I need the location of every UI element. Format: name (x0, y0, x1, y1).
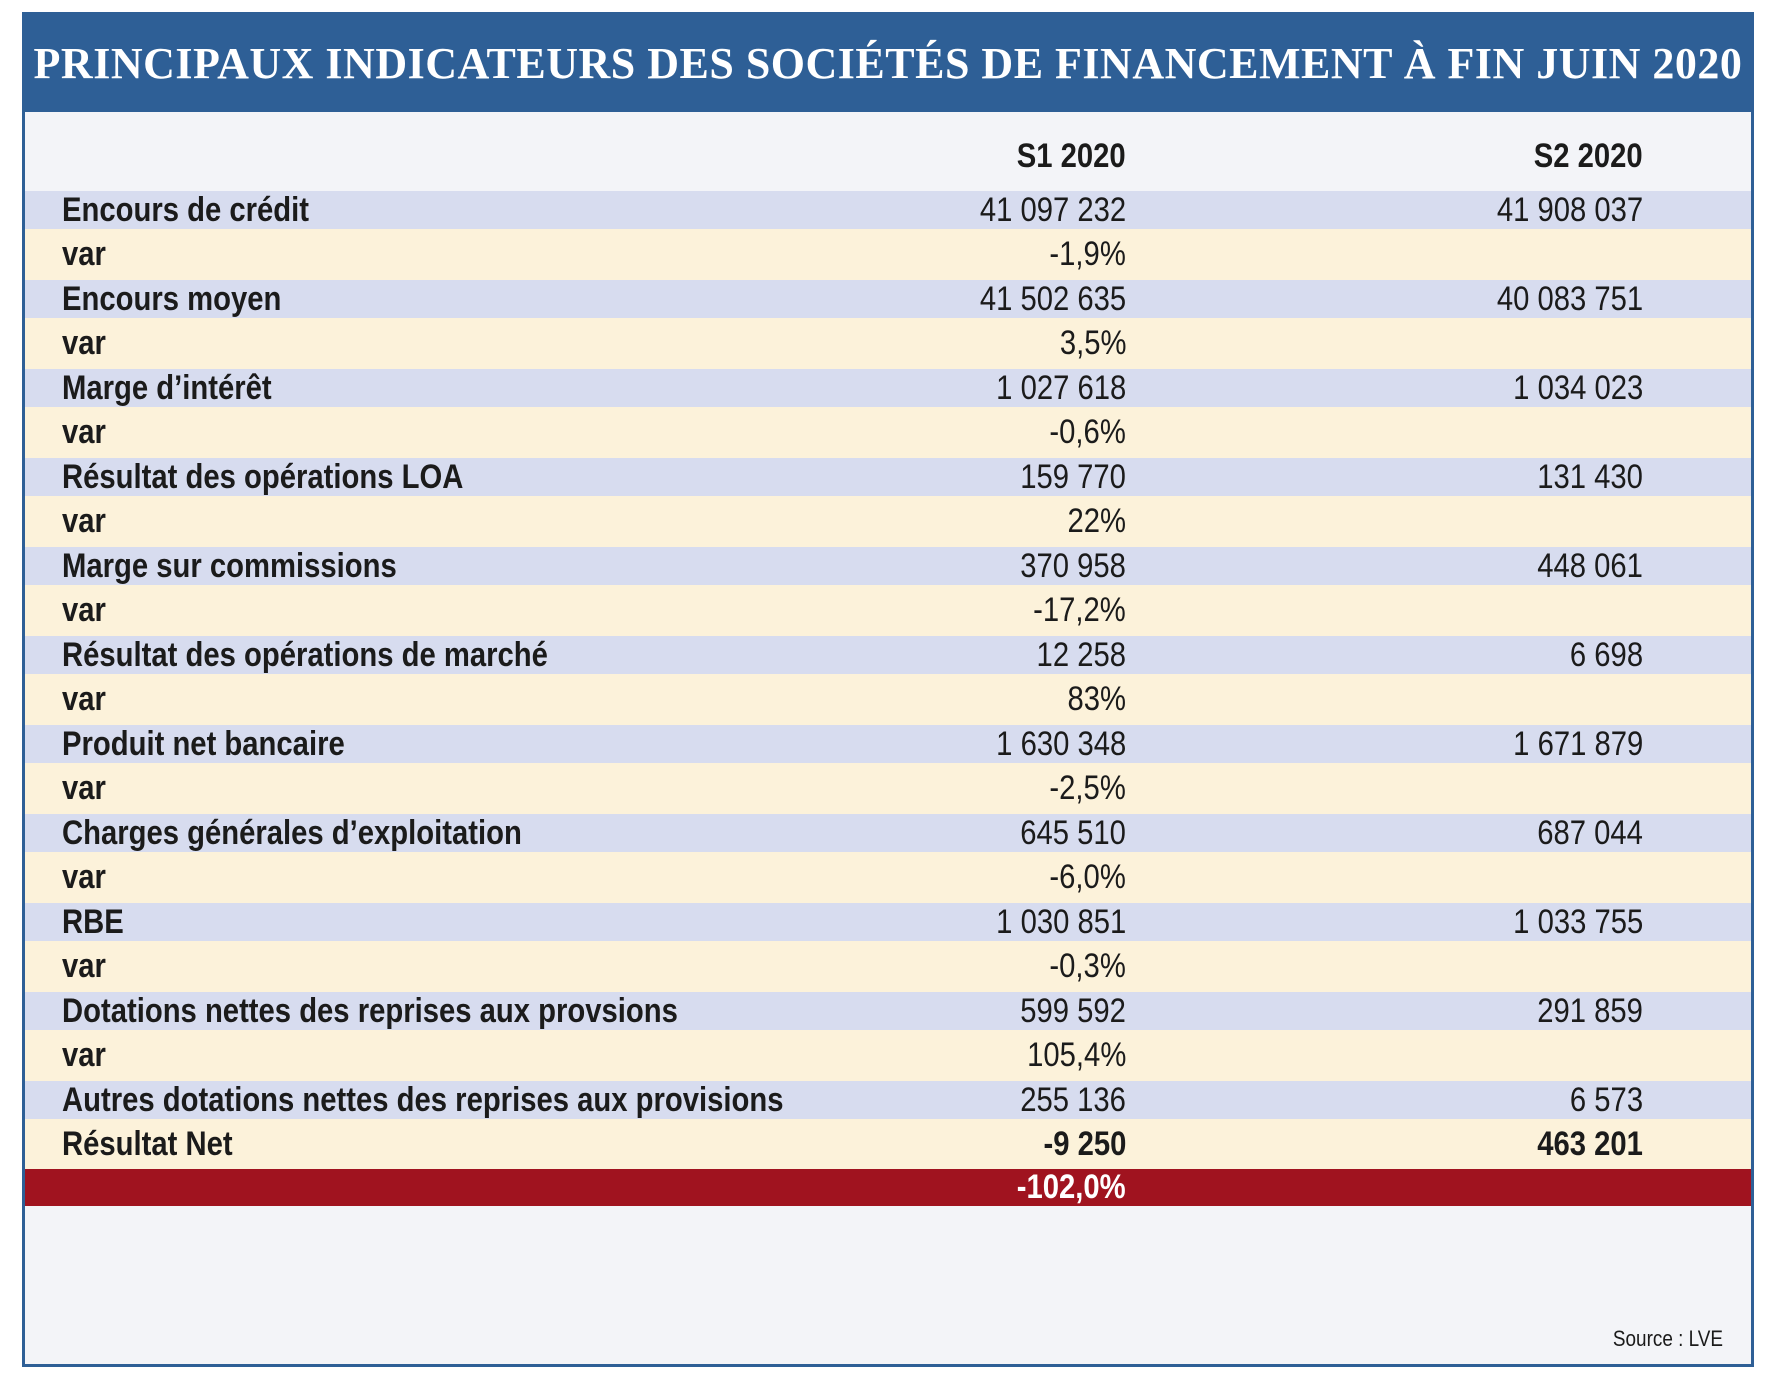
row-s2-value: 291 859 (1537, 991, 1643, 1030)
row-s1-value: -17,2% (1033, 591, 1126, 629)
table-row-variation: var -0,3% (25, 941, 1751, 992)
row-label: Encours moyen (62, 279, 282, 318)
row-s1-value: 105,4% (1026, 1036, 1126, 1074)
row-s2-value: 1 034 023 (1512, 368, 1643, 407)
row-label: var (62, 413, 106, 451)
row-s1-value: -1,9% (1049, 235, 1126, 273)
row-s1-value: -0,6% (1049, 413, 1126, 451)
header-s1-2020: S1 2020 (1017, 137, 1126, 175)
row-s1-value: 83% (1067, 680, 1126, 718)
indicators-table: S1 2020 S2 2020 Encours de crédit 41 097 … (25, 122, 1751, 1206)
table-row-variation: var 3,5% (25, 318, 1751, 369)
row-s1-value: 1 027 618 (995, 368, 1126, 407)
row-s1-value: 370 958 (1020, 546, 1126, 585)
row-s2-value: 6 573 (1569, 1080, 1643, 1119)
row-label: Résultat des opérations LOA (62, 457, 464, 496)
table-row: Charges générales d’exploitation 645 510 6… (25, 814, 1751, 852)
table-row: -102,0% (25, 1168, 1751, 1206)
table-row: Encours moyen 41 502 635 40 083 751 (25, 280, 1751, 318)
table-row: Marge d’intérêt 1 027 618 1 034 023 (25, 369, 1751, 407)
row-label: Autres dotations nettes des reprises aux… (62, 1080, 784, 1119)
row-label: Marge d’intérêt (62, 368, 272, 407)
row-s2-value: 40 083 751 (1496, 279, 1643, 318)
row-s2-value: 448 061 (1537, 546, 1643, 585)
row-s1-value: 12 258 (1036, 635, 1126, 674)
row-label: Dotations nettes des reprises aux provsi… (62, 991, 678, 1030)
row-label: Résultat Net (62, 1124, 233, 1163)
table-row: Résultat des opérations LOA 159 770 131 43… (25, 458, 1751, 496)
row-label: var (62, 235, 106, 273)
table-row: RBE 1 030 851 1 033 755 (25, 903, 1751, 941)
row-s1-value: 159 770 (1020, 457, 1126, 496)
table-row: Résultat Net -9 250 463 201 (25, 1119, 1751, 1169)
row-s2-value: 6 698 (1569, 635, 1643, 674)
row-label: var (62, 1036, 106, 1074)
row-label: var (62, 591, 106, 629)
row-s1-value: 41 502 635 (979, 279, 1126, 318)
table-row: Marge sur commissions 370 958 448 061 (25, 547, 1751, 585)
table-row: Dotations nettes des reprises aux provsi… (25, 992, 1751, 1030)
row-s2-value: 131 430 (1537, 457, 1643, 496)
table-row: Encours de crédit 41 097 232 41 908 037 (25, 191, 1751, 229)
row-s1-value: -6,0% (1049, 858, 1126, 896)
table-row-variation: var -1,9% (25, 229, 1751, 280)
row-s2-value: 1 033 755 (1512, 902, 1643, 941)
table-row: Autres dotations nettes des reprises aux… (25, 1081, 1751, 1119)
table-row-variation: var 83% (25, 674, 1751, 725)
table-title: PRINCIPAUX INDICATEURS DES SOCIÉTÉS DE F… (25, 15, 1751, 112)
row-s1-value: 1 630 348 (995, 724, 1126, 763)
table-row-variation: var 105,4% (25, 1030, 1751, 1081)
row-label: Marge sur commissions (62, 546, 397, 585)
table-row: Produit net bancaire 1 630 348 1 671 879 (25, 725, 1751, 763)
row-s1-value: 255 136 (1020, 1080, 1126, 1119)
row-label: var (62, 858, 106, 896)
row-s1-value: 41 097 232 (979, 190, 1126, 229)
row-s2-value: 463 201 (1537, 1124, 1643, 1163)
row-label: var (62, 947, 106, 985)
table-row-variation: var -2,5% (25, 763, 1751, 814)
table-row-variation: var -6,0% (25, 852, 1751, 903)
row-label: Résultat des opérations de marché (62, 635, 548, 674)
row-s2-value: 41 908 037 (1496, 190, 1643, 229)
row-label: var (62, 680, 106, 718)
row-s1-value: -9 250 (1043, 1124, 1126, 1163)
row-s1-value: -2,5% (1049, 769, 1126, 807)
table-row: Résultat des opérations de marché 12 258 6… (25, 636, 1751, 674)
table-header-row: S1 2020 S2 2020 (25, 122, 1751, 191)
row-label: Encours de crédit (62, 190, 309, 229)
row-s1-value: 645 510 (1020, 813, 1126, 852)
table-row-variation: var -17,2% (25, 585, 1751, 636)
row-s1-value: 599 592 (1020, 991, 1126, 1030)
row-label: var (62, 324, 106, 362)
table-row-variation: var -0,6% (25, 407, 1751, 458)
row-s1-value: -102,0% (1017, 1168, 1126, 1206)
row-s2-value: 687 044 (1537, 813, 1643, 852)
table-row-variation: var 22% (25, 496, 1751, 547)
row-s1-value: -0,3% (1049, 947, 1126, 985)
row-s1-value: 1 030 851 (995, 902, 1126, 941)
row-label: Produit net bancaire (62, 724, 345, 763)
row-label: var (62, 502, 106, 540)
row-s2-value: 1 671 879 (1512, 724, 1643, 763)
row-label: RBE (62, 902, 124, 941)
row-label: var (62, 769, 106, 807)
table-body: Encours de crédit 41 097 232 41 908 037 var… (25, 191, 1751, 1206)
indicators-table-card: PRINCIPAUX INDICATEURS DES SOCIÉTÉS DE F… (22, 12, 1754, 1367)
row-label: Charges générales d’exploitation (62, 813, 522, 852)
header-s2-2020: S2 2020 (1534, 137, 1643, 175)
row-s1-value: 3,5% (1059, 324, 1126, 362)
row-s1-value: 22% (1067, 502, 1126, 540)
source-note: Source : LVE (1612, 1326, 1723, 1351)
